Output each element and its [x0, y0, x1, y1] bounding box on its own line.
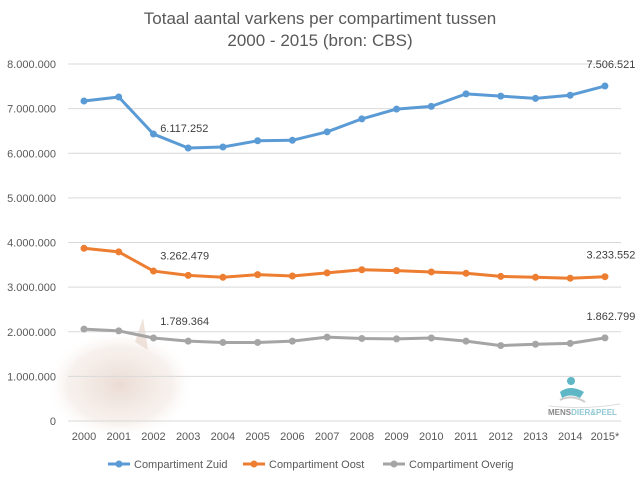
series-line-1 [83, 246, 606, 280]
data-point [288, 136, 296, 144]
data-point [427, 102, 435, 110]
data-point [358, 115, 366, 123]
data-point [149, 334, 157, 342]
x-tick-label: 2004 [211, 431, 235, 443]
data-label: 3.233.552 [586, 250, 635, 262]
legend-marker-dot [250, 460, 258, 468]
x-tick-label: 2012 [489, 431, 513, 443]
data-point [149, 130, 157, 138]
chart-title-line-2: 2000 - 2015 (bron: CBS) [227, 31, 412, 50]
x-tick-label: 2001 [106, 431, 130, 443]
data-point [184, 271, 192, 279]
x-tick-label: 2005 [245, 431, 269, 443]
legend-entry: Compartiment Overig [409, 459, 514, 471]
data-point [254, 338, 262, 346]
data-point [393, 105, 401, 113]
chart-title-line-1: Totaal aantal varkens per compartiment t… [144, 9, 496, 28]
data-point [427, 334, 435, 342]
data-point [115, 93, 123, 101]
data-point [219, 338, 227, 346]
data-point [323, 128, 331, 136]
data-point [358, 266, 366, 274]
data-point [393, 335, 401, 343]
data-point [462, 269, 470, 277]
x-tick-label: 2015* [591, 431, 620, 443]
data-point [531, 94, 539, 102]
data-label: 7.506.521 [586, 59, 635, 71]
data-point [288, 272, 296, 280]
data-point [80, 325, 88, 333]
x-tick-label: 2013 [523, 431, 547, 443]
pig-image [45, 318, 195, 440]
data-point [184, 144, 192, 152]
data-point [566, 274, 574, 282]
data-point [254, 137, 262, 145]
y-tick-label: 6.000.000 [7, 148, 56, 160]
data-point [323, 333, 331, 341]
data-point [323, 269, 331, 277]
data-point [531, 340, 539, 348]
data-point [115, 327, 123, 335]
data-label: 1.789.364 [160, 316, 209, 328]
data-point [288, 337, 296, 345]
y-tick-label: 7.000.000 [7, 104, 56, 116]
data-point [566, 91, 574, 99]
data-label: 3.262.479 [160, 250, 209, 262]
x-tick-label: 2003 [176, 431, 200, 443]
x-tick-label: 2002 [141, 431, 165, 443]
data-point [601, 273, 609, 281]
y-tick-label: 2.000.000 [7, 327, 56, 339]
y-tick-label: 5.000.000 [7, 193, 56, 205]
y-tick-label: 4.000.000 [7, 238, 56, 250]
legend-entry: Compartiment Oost [269, 459, 364, 471]
mensdierpeel-logo: MENSDIER&PEEL [548, 377, 621, 417]
data-point [80, 97, 88, 105]
data-point [393, 267, 401, 275]
legend-marker-dot [390, 460, 398, 468]
data-point [601, 82, 609, 90]
legend-entry: Compartiment Zuid [134, 459, 228, 471]
data-point [358, 334, 366, 342]
x-tick-label: 2000 [72, 431, 96, 443]
x-tick-label: 2014 [558, 431, 582, 443]
data-point [531, 273, 539, 281]
data-point [462, 90, 470, 98]
y-tick-label: 3.000.000 [7, 282, 56, 294]
data-point [184, 337, 192, 345]
data-point [497, 92, 505, 100]
y-tick-label: 1.000.000 [7, 371, 56, 383]
data-point [566, 339, 574, 347]
x-tick-label: 2009 [384, 431, 408, 443]
series-line-2 [83, 327, 606, 348]
data-point [254, 271, 262, 279]
data-point [462, 337, 470, 345]
x-tick-label: 2011 [454, 431, 478, 443]
data-point [80, 244, 88, 252]
data-point [219, 143, 227, 151]
x-tick-label: 2007 [315, 431, 339, 443]
data-label: 1.862.799 [586, 311, 635, 323]
legend-marker-dot [115, 460, 123, 468]
data-label: 6.117.252 [160, 123, 208, 135]
data-point [427, 268, 435, 276]
x-tick-label: 2010 [419, 431, 443, 443]
svg-text:MENSDIER&PEEL: MENSDIER&PEEL [548, 408, 617, 417]
data-point [149, 267, 157, 275]
y-tick-label: 8.000.000 [7, 59, 56, 71]
x-tick-label: 2008 [350, 431, 374, 443]
y-tick-label: 0 [50, 416, 56, 428]
data-point [601, 334, 609, 342]
data-point [497, 342, 505, 350]
series-line-0 [83, 84, 606, 150]
data-point [219, 273, 227, 281]
data-point [497, 272, 505, 280]
data-point [115, 248, 123, 256]
x-tick-label: 2006 [280, 431, 304, 443]
